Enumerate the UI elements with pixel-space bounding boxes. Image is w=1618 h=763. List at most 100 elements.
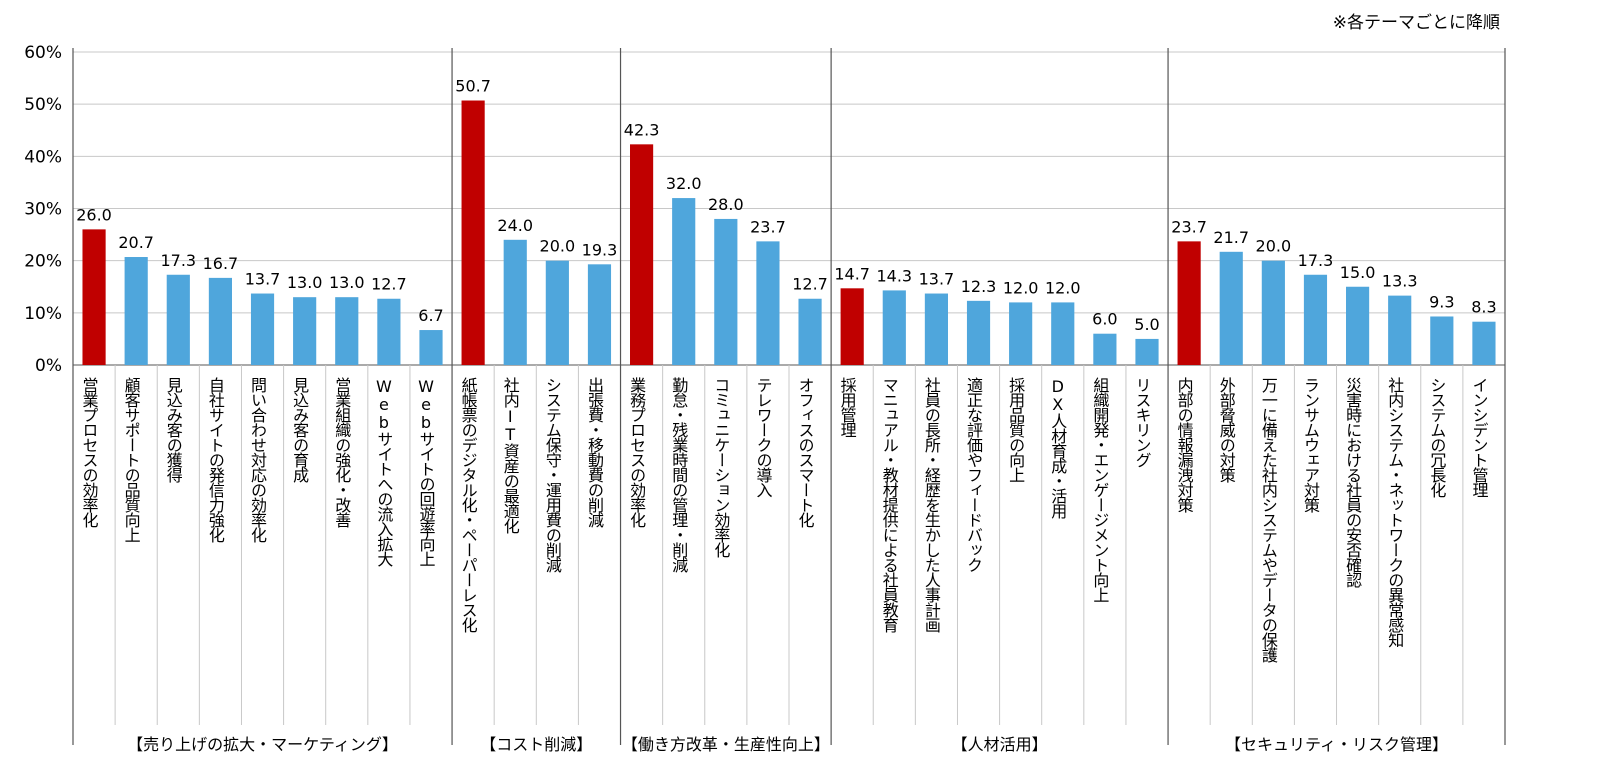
bar [419, 330, 443, 365]
bar [377, 298, 401, 365]
data-label: 12.0 [1045, 278, 1081, 297]
y-tick-label: 50% [24, 95, 62, 115]
x-tick-label: Webサイトへの流入拡大 [374, 377, 393, 567]
bar [1261, 260, 1285, 365]
bar [1303, 274, 1328, 365]
bar [1472, 321, 1496, 365]
bar [1093, 333, 1117, 365]
data-label: 23.7 [1171, 217, 1207, 236]
data-label: 14.3 [876, 266, 912, 285]
bar [82, 229, 106, 365]
x-tick-label: テレワークの導入 [753, 377, 772, 498]
bar [714, 218, 738, 365]
bar [1177, 241, 1201, 365]
data-label: 13.0 [287, 273, 323, 292]
bar [672, 198, 696, 365]
group-label: 【コスト削減】 [480, 735, 592, 754]
x-tick-label: 社内IT資産の最適化 [501, 377, 520, 534]
x-tick-label: ランサムウェア対策 [1301, 377, 1320, 513]
data-label: 13.0 [329, 273, 365, 292]
data-label: 12.3 [961, 277, 997, 296]
bar [293, 297, 317, 365]
group-label: 【セキュリティ・リスク管理】 [1225, 735, 1448, 754]
x-tick-label: 外部脅威の対策 [1217, 377, 1236, 483]
x-tick-label: 災害時における社員の安否確認 [1343, 377, 1362, 588]
x-tick-label: オフィスのスマート化 [796, 377, 815, 528]
bar [1346, 286, 1370, 365]
y-tick-label: 60% [24, 43, 62, 63]
bar [924, 293, 948, 365]
x-tick-label: 内部の情報漏洩対策 [1175, 377, 1194, 513]
x-tick-label: 勤怠・残業時間の管理・削減 [669, 377, 688, 574]
x-tick-label: 見込み客の獲得 [164, 377, 183, 483]
bar [1135, 338, 1159, 365]
bar [587, 264, 612, 365]
data-label: 20.0 [540, 237, 576, 256]
y-tick-label: 20% [24, 252, 62, 272]
x-tick-label: Webサイトの回遊率向上 [417, 377, 436, 566]
x-tick-label: 自社サイトの発信力強化 [206, 377, 225, 543]
data-label: 19.3 [582, 240, 618, 259]
data-label: 20.7 [118, 233, 154, 252]
data-label: 13.7 [245, 270, 281, 289]
bar [1009, 302, 1033, 365]
bar [124, 257, 148, 365]
x-tick-label: 見込み客の育成 [290, 377, 309, 484]
data-label: 14.7 [834, 264, 870, 283]
bar [798, 298, 822, 365]
bar [166, 274, 190, 365]
data-label: 12.7 [371, 275, 407, 294]
x-tick-label: システム保守・運用費の削減 [543, 377, 562, 574]
data-label: 6.0 [1092, 310, 1117, 329]
bar [250, 293, 275, 365]
data-label: 16.7 [203, 254, 239, 273]
data-label: 24.0 [497, 216, 533, 235]
x-tick-label: 社員の長所・経歴を生かした人事計画 [922, 377, 941, 633]
data-label: 26.0 [76, 205, 112, 224]
data-label: 50.7 [455, 77, 491, 96]
y-tick-label: 40% [24, 147, 62, 167]
data-label: 32.0 [666, 174, 702, 193]
y-tick-label: 30% [24, 200, 62, 220]
x-tick-label: 社内システム・ネットワークの異常感知 [1385, 377, 1404, 648]
x-tick-label: 顧客サポートの品質向上 [122, 377, 141, 542]
bar [756, 241, 780, 365]
data-label: 13.7 [919, 270, 955, 289]
x-tick-label: 採用管理 [838, 377, 857, 438]
group-label: 【売り上げの拡大・マーケティング】 [127, 735, 398, 754]
data-label: 9.3 [1429, 292, 1454, 311]
bar [1051, 302, 1075, 365]
data-label: 12.0 [1003, 278, 1039, 297]
x-tick-label: 採用品質の向上 [1006, 377, 1025, 482]
bar [1219, 251, 1243, 365]
y-tick-label: 10% [24, 304, 62, 324]
sort-note: ※各テーマごとに降順 [1332, 13, 1500, 33]
data-label: 21.7 [1213, 228, 1249, 247]
y-tick-label: 0% [35, 356, 62, 376]
x-tick-label: DX人材育成・活用 [1048, 377, 1067, 520]
x-tick-label: 組織開発・エンゲージメント向上 [1090, 377, 1109, 602]
x-tick-label: インシデント管理 [1469, 377, 1488, 498]
data-label: 17.3 [160, 251, 196, 270]
bar [335, 297, 359, 365]
x-tick-label: 万一に備えた社内システムやデータの保護 [1259, 377, 1278, 663]
x-tick-label: 業務プロセスの効率化 [627, 377, 646, 528]
x-tick-label: 問い合わせ対応の効率化 [248, 377, 267, 543]
x-tick-label: 出張費・移動費の削減 [585, 377, 604, 529]
data-label: 13.3 [1382, 272, 1418, 291]
data-label: 28.0 [708, 195, 744, 214]
x-tick-label: リスキリング [1133, 377, 1152, 468]
data-label: 20.0 [1256, 237, 1292, 256]
data-label: 17.3 [1298, 251, 1334, 270]
x-tick-label: コミュニケーション効率化 [711, 377, 730, 558]
data-label: 8.3 [1471, 298, 1496, 317]
data-label: 15.0 [1340, 263, 1376, 282]
x-tick-label: 紙帳票のデジタル化・ペーパーレス化 [459, 377, 478, 633]
data-label: 5.0 [1134, 315, 1159, 334]
x-tick-label: 営業組織の強化・改善 [332, 377, 351, 528]
x-tick-label: 適正な評価やフィードバック [964, 377, 983, 573]
x-tick-label: マニュアル・教材提供による社員教育 [880, 377, 899, 634]
data-label: 12.7 [792, 275, 828, 294]
bar [882, 290, 906, 365]
